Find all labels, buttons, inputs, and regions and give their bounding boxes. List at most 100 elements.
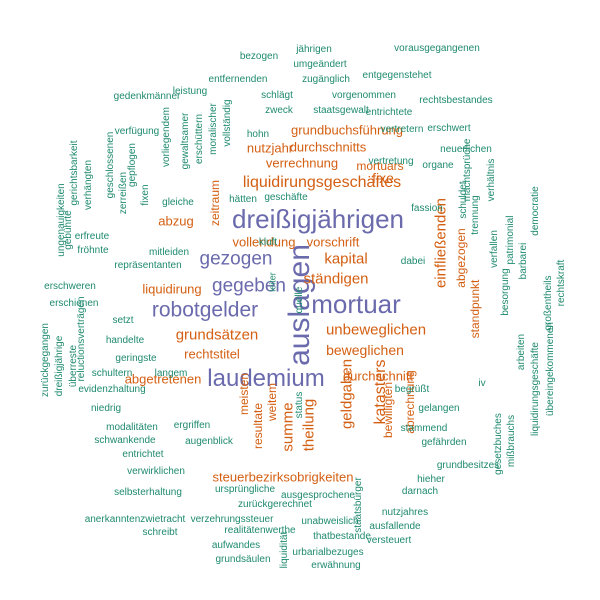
word: geringste <box>115 353 157 364</box>
word: schlägt <box>261 90 293 101</box>
word: thatbestande <box>313 531 371 542</box>
word: arbeiten <box>516 333 527 371</box>
word: staatsbürger <box>353 477 364 533</box>
word: gepflogen <box>127 143 138 187</box>
word: ausfallende <box>369 521 421 532</box>
word: bezogen <box>239 51 279 62</box>
word: rechtsbestandes <box>419 95 493 106</box>
word: vertretung <box>368 156 414 167</box>
word: liquidirungsgeschäftes <box>242 174 402 191</box>
word: unbeweglichen <box>325 321 427 339</box>
word: verzehrungssteuer <box>190 514 274 525</box>
word: begrüßt <box>394 384 430 395</box>
word: dreißigjährige <box>54 335 65 397</box>
word: stammend <box>400 423 448 434</box>
word: zweck <box>265 105 293 116</box>
word: entgegenstehet <box>362 70 432 81</box>
word: evidenzhaltung <box>78 384 146 395</box>
word: urbarialbezuges <box>292 547 364 558</box>
word: erschweren <box>44 281 96 292</box>
word: liquidirung <box>142 281 202 297</box>
word: setzt <box>112 315 134 326</box>
word: gesetzbuches <box>493 413 504 475</box>
word: dabei <box>400 256 426 267</box>
word: erwähnung <box>311 560 361 571</box>
word: nutzjahr <box>246 140 294 156</box>
word: bewilligten <box>381 381 395 439</box>
word: gedenkmänner <box>113 91 181 102</box>
word: dreißigjährigen <box>232 204 404 234</box>
word: rechtstitel <box>184 346 240 362</box>
word: verhältnis <box>486 158 497 202</box>
word: quelle <box>294 286 305 314</box>
word: neuerlichen <box>440 144 492 155</box>
word: vorausgegangenen <box>394 43 480 54</box>
word: vorgenommen <box>332 90 396 101</box>
word: geschäfte <box>264 192 308 203</box>
word: grundsätzen <box>175 326 259 344</box>
word: moralischer <box>208 103 219 155</box>
word: vollendung <box>232 234 296 250</box>
word: vertretern <box>380 124 424 135</box>
word: iv <box>478 378 486 389</box>
word: ständigen <box>303 270 369 288</box>
word: langem <box>154 368 188 379</box>
word: abgezogen <box>454 228 468 288</box>
word: ungenauigkeiten <box>56 183 67 257</box>
word: beweglichen <box>326 342 404 358</box>
word: fassion <box>411 203 443 214</box>
word: meisten <box>237 372 251 416</box>
word: liquidirungsgeschäfte <box>530 342 541 436</box>
word: steuerbezirksobrigkeiten <box>212 469 354 485</box>
word: entrichtete <box>365 107 413 118</box>
word: ergriffen <box>173 420 211 431</box>
word: ausgesprochene <box>281 490 355 501</box>
word: staatsgewalt <box>313 105 369 116</box>
word: standpunkt <box>468 279 482 339</box>
word: jährigen <box>296 44 332 55</box>
word: erschwert <box>427 123 471 134</box>
word: vorliegendem <box>161 106 172 168</box>
word: vorschrift <box>306 234 360 250</box>
word: leistung <box>172 86 208 97</box>
word: fixen <box>140 184 151 206</box>
word: verwirklichen <box>127 466 185 477</box>
word: verfallen <box>489 230 500 268</box>
word: grundbesitzes <box>436 460 500 471</box>
word: übereingekommenen <box>545 322 556 416</box>
word: modalitäten <box>106 422 158 433</box>
word: repräsentanten <box>114 260 182 271</box>
word: fröhnte <box>77 245 109 256</box>
word: gefährden <box>421 437 467 448</box>
word: verfügung <box>114 126 160 137</box>
word: entfernenden <box>208 74 268 85</box>
word: anerkanntenzwietracht <box>84 514 186 525</box>
word: rechtskraft <box>556 259 567 307</box>
word: barbarei <box>518 242 529 280</box>
word: umgeändert <box>293 59 347 70</box>
word: trennung <box>470 195 481 235</box>
word: verhängten <box>83 159 94 211</box>
word: zurückgegangen <box>40 323 51 397</box>
word: erfreute <box>74 231 110 242</box>
word: laudemium <box>207 365 325 392</box>
word: liquidität <box>279 531 290 569</box>
word: zurückgerechnet <box>238 499 312 510</box>
word: leiter <box>267 272 278 292</box>
word: mißbrauchs <box>506 414 517 468</box>
word: gegeben <box>212 275 286 297</box>
word: weitem <box>265 382 279 422</box>
word: grundbuchsführung <box>290 122 404 138</box>
word: niedrig <box>90 403 122 414</box>
word: geschlossenen <box>105 131 116 199</box>
word: abgetretenen <box>124 371 202 387</box>
word: schreibt <box>142 527 178 538</box>
word: selbsterhaltung <box>114 487 182 498</box>
word: erschienen <box>49 298 99 309</box>
word: fixe <box>372 170 394 186</box>
word: besorgung <box>500 268 511 316</box>
word: überreste <box>68 344 79 388</box>
word: durchschnitts <box>289 139 367 155</box>
word: organe <box>422 160 454 171</box>
